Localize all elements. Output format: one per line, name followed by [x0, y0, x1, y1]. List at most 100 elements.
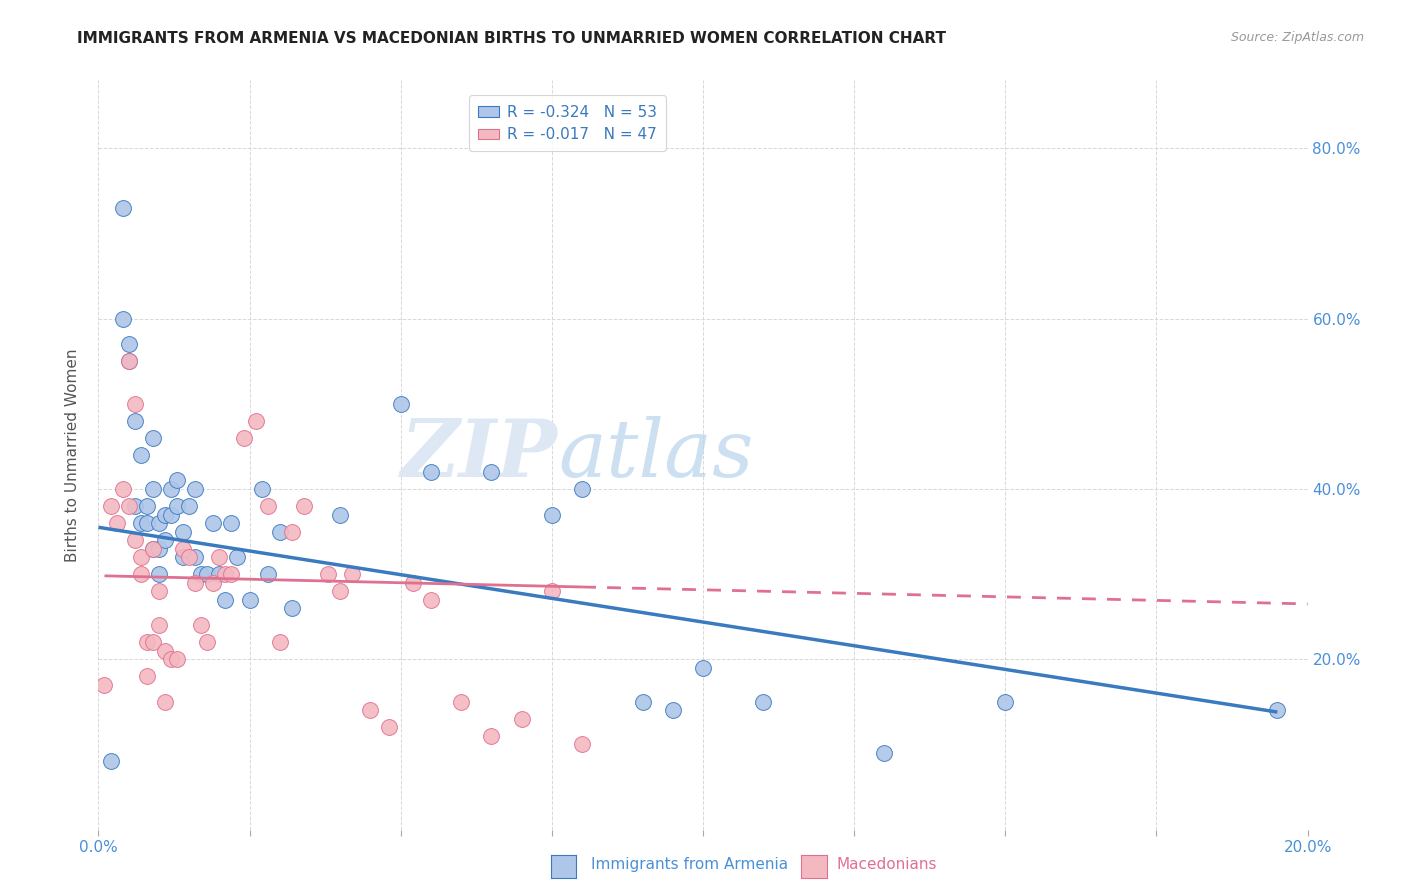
Point	[124, 499, 146, 513]
Point	[153, 644, 176, 658]
Point	[148, 618, 170, 632]
Point	[118, 337, 141, 351]
Point	[148, 516, 170, 530]
Point	[111, 482, 134, 496]
Point	[190, 618, 212, 632]
Point	[281, 601, 304, 615]
Point	[360, 703, 382, 717]
Point	[184, 550, 207, 565]
Point	[195, 567, 218, 582]
Point	[256, 499, 278, 513]
Point	[142, 541, 165, 556]
Point	[631, 695, 654, 709]
Point	[239, 592, 262, 607]
Point	[208, 550, 231, 565]
Point	[329, 584, 352, 599]
Text: atlas: atlas	[558, 417, 754, 493]
Point	[124, 533, 146, 547]
Point	[571, 738, 593, 752]
Point	[692, 661, 714, 675]
Point	[450, 695, 472, 709]
Point	[256, 567, 278, 582]
Point	[100, 755, 122, 769]
Point	[316, 567, 339, 582]
Point	[166, 652, 188, 666]
Point	[202, 516, 225, 530]
Point	[148, 584, 170, 599]
Point	[166, 499, 188, 513]
Point	[202, 575, 225, 590]
Point	[420, 465, 443, 479]
Point	[226, 550, 249, 565]
Point	[269, 524, 291, 539]
Point	[873, 746, 896, 760]
Point	[160, 482, 183, 496]
Point	[118, 354, 141, 368]
Point	[250, 482, 273, 496]
Point	[184, 575, 207, 590]
Point	[148, 567, 170, 582]
Point	[129, 516, 152, 530]
Point	[129, 567, 152, 582]
Point	[148, 541, 170, 556]
Text: IMMIGRANTS FROM ARMENIA VS MACEDONIAN BIRTHS TO UNMARRIED WOMEN CORRELATION CHAR: IMMIGRANTS FROM ARMENIA VS MACEDONIAN BI…	[77, 31, 946, 46]
Point	[540, 508, 562, 522]
Point	[166, 474, 188, 488]
Point	[172, 550, 194, 565]
Point	[195, 635, 218, 649]
Point	[111, 201, 134, 215]
Point	[481, 465, 503, 479]
Point	[142, 431, 165, 445]
Text: ZIP: ZIP	[401, 417, 558, 493]
Point	[292, 499, 315, 513]
Point	[142, 541, 165, 556]
Point	[129, 448, 152, 462]
Point	[420, 592, 443, 607]
Point	[481, 729, 503, 743]
Point	[269, 635, 291, 649]
Point	[184, 482, 207, 496]
Point	[510, 712, 533, 726]
Point	[100, 499, 122, 513]
Point	[160, 652, 183, 666]
Point	[208, 567, 231, 582]
Point	[214, 592, 236, 607]
Text: Immigrants from Armenia: Immigrants from Armenia	[591, 857, 787, 872]
Point	[402, 575, 425, 590]
Text: Source: ZipAtlas.com: Source: ZipAtlas.com	[1230, 31, 1364, 45]
Text: Macedonians: Macedonians	[837, 857, 936, 872]
Point	[153, 508, 176, 522]
Point	[118, 354, 141, 368]
Point	[105, 516, 128, 530]
Y-axis label: Births to Unmarried Women: Births to Unmarried Women	[65, 348, 80, 562]
Point	[160, 508, 183, 522]
Point	[111, 311, 134, 326]
Point	[135, 669, 157, 683]
Point	[172, 524, 194, 539]
Point	[214, 567, 236, 582]
Point	[221, 516, 243, 530]
Point	[342, 567, 364, 582]
Point	[540, 584, 562, 599]
Point	[118, 499, 141, 513]
Point	[135, 499, 157, 513]
Point	[245, 414, 267, 428]
Point	[153, 533, 176, 547]
Point	[129, 550, 152, 565]
Point	[124, 397, 146, 411]
Point	[752, 695, 775, 709]
Point	[135, 516, 157, 530]
Point	[190, 567, 212, 582]
Point	[93, 678, 115, 692]
Point	[221, 567, 243, 582]
Point	[179, 550, 201, 565]
Point	[281, 524, 304, 539]
Point	[329, 508, 352, 522]
Point	[661, 703, 683, 717]
Point	[1267, 703, 1289, 717]
Point	[389, 397, 412, 411]
Point	[179, 499, 201, 513]
Point	[124, 414, 146, 428]
Point	[153, 695, 176, 709]
Point	[172, 541, 194, 556]
